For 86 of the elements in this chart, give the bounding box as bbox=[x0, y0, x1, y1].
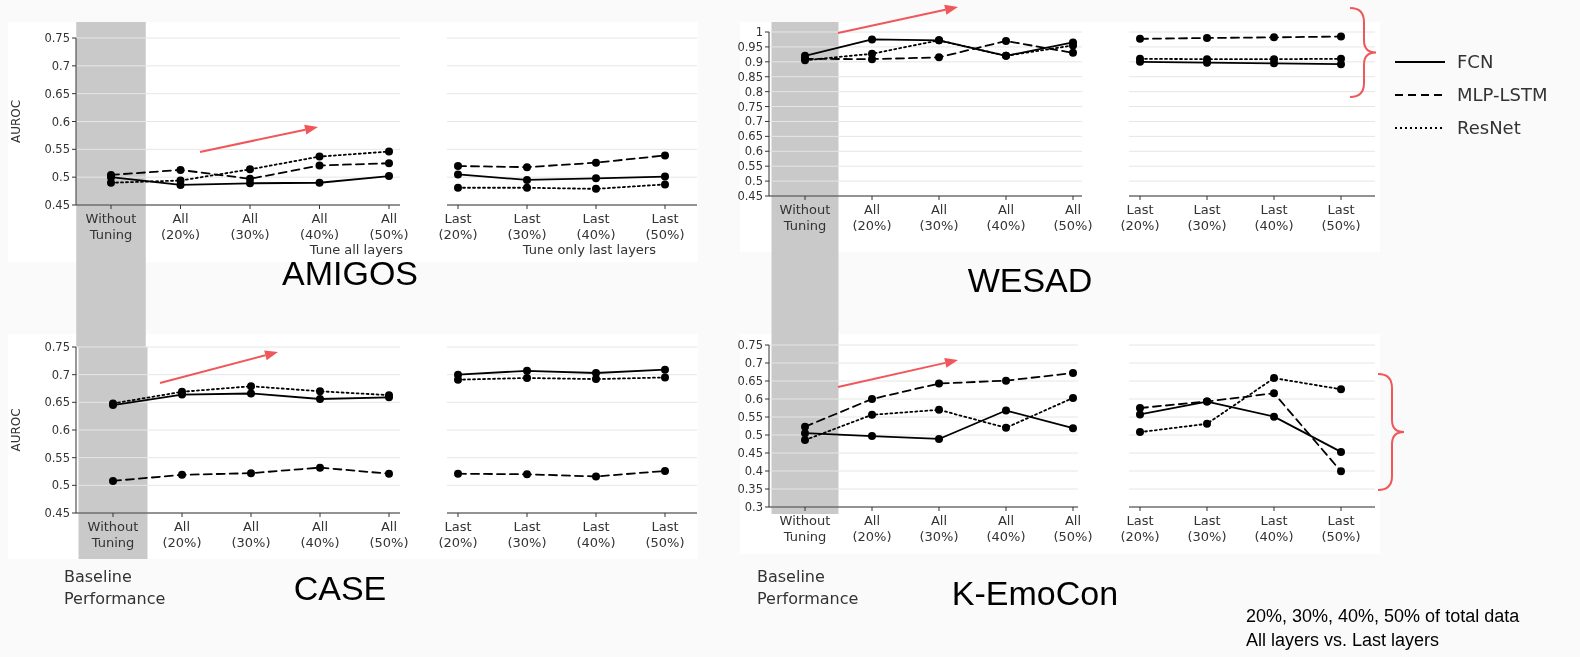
y-tick-label: 0.5 bbox=[51, 170, 70, 185]
y-tick-label: 0.55 bbox=[737, 159, 763, 174]
x-tick-label: Last (40%) bbox=[1254, 202, 1294, 233]
y-tick-label: 0.65 bbox=[737, 129, 763, 144]
x-tick-label: All (20%) bbox=[160, 211, 201, 242]
x-tick-label: All (20%) bbox=[162, 519, 202, 550]
x-tick-label: All (40%) bbox=[299, 211, 340, 242]
x-tick-label: All (30%) bbox=[919, 513, 959, 544]
text: Tune all layers bbox=[308, 242, 404, 257]
x-tick-label: All (50%) bbox=[1053, 202, 1093, 233]
y-tick-label: 0.9 bbox=[744, 54, 763, 69]
y-tick-label: 0.65 bbox=[44, 395, 70, 410]
x-tick-label: Last (20%) bbox=[438, 519, 478, 550]
y-tick-label: 0.6 bbox=[744, 392, 763, 407]
x-tick-label: Last (40%) bbox=[576, 519, 616, 550]
y-tick-label: 0.8 bbox=[744, 84, 763, 99]
x-tick-label: All (20%) bbox=[852, 513, 892, 544]
x-tick-label: Last (50%) bbox=[645, 211, 685, 242]
y-tick-label: 0.7 bbox=[51, 367, 70, 382]
x-tick-label: Last (20%) bbox=[438, 211, 478, 242]
legend-label: ResNet bbox=[1457, 117, 1521, 139]
y-tick-label: 0.95 bbox=[737, 39, 763, 54]
y-tick-label: 0.4 bbox=[744, 464, 763, 479]
x-tick-label: Last (20%) bbox=[1120, 513, 1160, 544]
text: 20%, 30%, 40%, 50% of total data bbox=[1246, 606, 1521, 626]
text: WESAD bbox=[967, 261, 1093, 299]
x-tick-label: Last (50%) bbox=[1321, 513, 1361, 544]
y-tick-label: 0.6 bbox=[744, 144, 763, 159]
text: All layers vs. Last layers bbox=[1246, 630, 1440, 650]
x-tick-label: All (50%) bbox=[1053, 513, 1093, 544]
y-tick-label: 0.55 bbox=[737, 410, 763, 425]
y-tick-label: 0.45 bbox=[737, 446, 763, 461]
y-tick-label: 0.45 bbox=[44, 198, 70, 213]
x-tick-label: Last (30%) bbox=[507, 519, 547, 550]
x-tick-label: All (20%) bbox=[852, 202, 892, 233]
y-tick-label: 0.55 bbox=[44, 450, 70, 465]
y-tick-label: 0.7 bbox=[744, 114, 763, 129]
y-tick-label: 0.6 bbox=[51, 423, 70, 438]
y-tick-label: 1 bbox=[755, 25, 763, 40]
y-tick-label: 0.5 bbox=[51, 478, 70, 493]
x-tick-label: All (30%) bbox=[230, 211, 270, 242]
x-tick-label: All (40%) bbox=[300, 519, 340, 550]
y-axis-title: AUROC bbox=[9, 99, 23, 144]
x-tick-label: Last (30%) bbox=[1187, 513, 1227, 544]
y-tick-label: 0.65 bbox=[737, 374, 763, 389]
x-tick-label: Without Tuning bbox=[85, 211, 137, 242]
text: Tune only last layers bbox=[521, 242, 657, 257]
text: Baseline Performance bbox=[757, 567, 859, 608]
legend-label: FCN bbox=[1457, 51, 1494, 73]
x-tick-label: All (30%) bbox=[919, 202, 959, 233]
y-axis-title: AUROC bbox=[9, 408, 23, 452]
x-tick-label: Last (50%) bbox=[645, 519, 685, 550]
y-tick-label: 0.65 bbox=[44, 86, 70, 101]
y-tick-label: 0.75 bbox=[44, 31, 70, 46]
x-tick-label: Last (50%) bbox=[1321, 202, 1361, 233]
y-tick-label: 0.5 bbox=[744, 174, 763, 189]
y-tick-label: 0.6 bbox=[51, 114, 70, 129]
y-tick-label: 0.3 bbox=[744, 500, 763, 515]
y-tick-label: 0.45 bbox=[44, 506, 70, 521]
x-tick-label: Last (40%) bbox=[1254, 513, 1294, 544]
text: K-EmoCon bbox=[951, 574, 1119, 612]
y-tick-label: 0.7 bbox=[744, 356, 763, 371]
x-tick-label: All (40%) bbox=[986, 202, 1026, 233]
x-tick-label: All (30%) bbox=[231, 519, 271, 550]
y-tick-label: 0.45 bbox=[737, 189, 763, 204]
y-tick-label: 0.35 bbox=[737, 482, 763, 497]
legend-label: MLP-LSTM bbox=[1457, 84, 1548, 106]
x-tick-label: Last (30%) bbox=[507, 211, 547, 242]
x-tick-label: Without Tuning bbox=[779, 202, 831, 233]
x-tick-label: All (40%) bbox=[986, 513, 1026, 544]
y-tick-label: 0.55 bbox=[44, 142, 70, 157]
x-tick-label: All (50%) bbox=[369, 211, 409, 242]
x-tick-label: Without Tuning bbox=[87, 519, 139, 550]
y-tick-label: 0.75 bbox=[44, 340, 70, 355]
x-tick-label: Last (40%) bbox=[576, 211, 616, 242]
y-tick-label: 0.75 bbox=[737, 99, 763, 114]
x-tick-label: Last (30%) bbox=[1187, 202, 1227, 233]
y-tick-label: 0.85 bbox=[737, 69, 763, 84]
text: CASE bbox=[293, 569, 387, 607]
y-tick-label: 0.75 bbox=[737, 338, 763, 353]
y-tick-label: 0.7 bbox=[51, 58, 70, 73]
x-tick-label: All (50%) bbox=[369, 519, 409, 550]
y-tick-label: 0.5 bbox=[744, 428, 763, 443]
x-tick-label: Without Tuning bbox=[779, 513, 831, 544]
text: Baseline Performance bbox=[64, 567, 166, 608]
x-tick-label: Last (20%) bbox=[1120, 202, 1160, 233]
